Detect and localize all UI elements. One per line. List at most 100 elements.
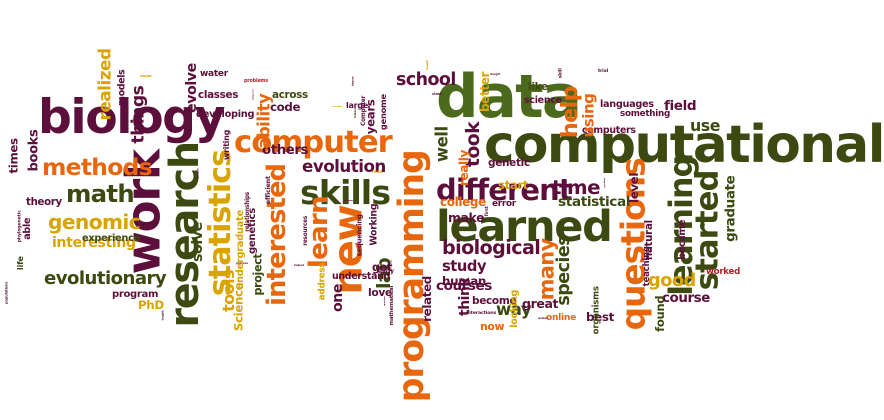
word: interesting	[52, 235, 136, 251]
word: natural	[642, 220, 655, 260]
word: best	[586, 310, 614, 324]
word: use	[690, 116, 720, 135]
word: using	[579, 94, 598, 138]
word: skill	[558, 67, 564, 79]
word: related	[419, 276, 434, 322]
word: computational	[484, 115, 884, 175]
word: one	[329, 283, 346, 313]
word: graduate	[722, 175, 739, 243]
word: mathematical	[389, 286, 396, 326]
word: times	[7, 138, 22, 174]
word: read	[372, 169, 382, 174]
word: understand	[332, 271, 390, 282]
word: became	[677, 220, 689, 260]
word: time	[552, 176, 600, 199]
word: evolve	[183, 63, 200, 113]
word: program	[112, 289, 159, 300]
word: degree	[351, 76, 355, 86]
word: worked	[706, 267, 740, 277]
word: writing	[222, 130, 232, 160]
word: populations	[4, 281, 9, 305]
word: really	[457, 149, 472, 187]
word: evolution	[302, 156, 386, 176]
word: great	[522, 296, 559, 311]
word: question	[383, 296, 386, 306]
word: major	[140, 73, 153, 78]
word: background	[253, 89, 255, 101]
word: skills	[300, 173, 391, 212]
word: scientific	[332, 106, 342, 108]
word: interactions	[466, 311, 497, 316]
word: something	[620, 109, 671, 119]
word: code	[270, 100, 301, 114]
word: software	[344, 200, 354, 202]
word: trial	[598, 69, 609, 74]
word: way	[496, 300, 532, 319]
word: years	[363, 99, 378, 135]
word: helped	[294, 263, 304, 267]
word: data	[436, 63, 582, 132]
word: first	[484, 205, 490, 217]
word: models	[116, 69, 128, 107]
word: biological	[442, 236, 541, 259]
word: looking	[509, 290, 521, 328]
word: books	[26, 130, 42, 172]
word: address	[317, 262, 328, 300]
word: found	[653, 295, 668, 333]
word: like	[528, 81, 548, 93]
word: math	[66, 179, 135, 208]
word: classes	[198, 89, 239, 101]
word: learned	[436, 202, 613, 252]
word: statistical	[558, 194, 631, 210]
word: online	[546, 313, 576, 323]
word: life	[14, 256, 25, 270]
word: PhD	[138, 298, 164, 312]
word: got	[372, 261, 393, 274]
word: resources	[303, 216, 310, 246]
word: different	[436, 173, 573, 207]
word: well	[432, 126, 452, 162]
word: water	[200, 69, 228, 79]
word: species	[554, 236, 575, 306]
word: Science	[231, 282, 246, 332]
word: science	[524, 95, 562, 106]
word: project	[251, 254, 265, 296]
word: biology	[38, 90, 225, 145]
word: now	[480, 320, 505, 333]
word: become	[472, 295, 517, 307]
word: computer	[234, 125, 393, 160]
word: Working	[368, 204, 380, 246]
word: learn	[303, 195, 334, 269]
word: others	[262, 143, 309, 158]
word: computers	[582, 125, 636, 136]
word: field	[664, 98, 697, 114]
word: help	[556, 86, 583, 138]
word: early	[378, 269, 394, 275]
word: level	[627, 172, 642, 203]
word: love	[368, 286, 392, 299]
word: theory	[26, 197, 62, 208]
word: better	[478, 71, 493, 113]
word: start	[498, 178, 529, 192]
word: organisms	[591, 285, 602, 335]
word: school	[396, 70, 456, 90]
word: good	[648, 270, 696, 291]
word: phylogenetic	[17, 210, 23, 242]
word: realized	[94, 47, 115, 121]
word: process	[236, 261, 248, 265]
word: genomic	[48, 210, 141, 234]
word: able	[22, 217, 34, 240]
word: sequencing	[355, 214, 364, 256]
word: evolutionary	[44, 268, 167, 289]
word: things	[128, 85, 149, 145]
word: Patience	[353, 107, 357, 119]
word: efficient	[264, 176, 272, 204]
word: college	[440, 195, 486, 209]
word: genome	[377, 94, 388, 130]
word: relationships	[245, 192, 251, 232]
word: study	[442, 258, 487, 275]
word: developing	[196, 109, 255, 120]
word: languages	[600, 99, 654, 110]
word: taught	[160, 309, 165, 321]
